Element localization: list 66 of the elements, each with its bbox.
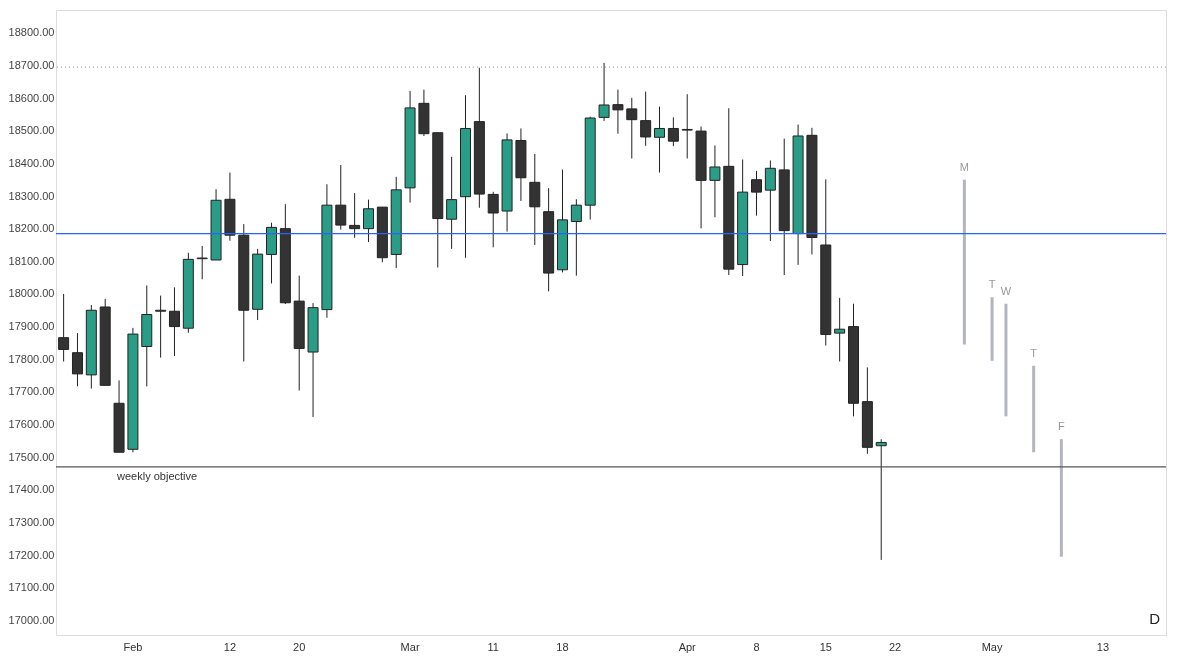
bar [1059, 439, 1063, 557]
x-tick-label: 15 [819, 640, 832, 653]
candlestick [155, 295, 167, 359]
x-tick-label: Mar [400, 640, 420, 653]
x-tick-label: 18 [556, 640, 569, 653]
data-label: F [1058, 420, 1066, 433]
candlestick [598, 62, 610, 122]
candlestick [487, 191, 499, 248]
y-tick-label: 18300.00 [8, 189, 55, 202]
candlestick [654, 106, 665, 174]
data-label: T [1030, 346, 1038, 359]
candlestick [875, 438, 887, 561]
ref-line-label: weekly objective [116, 469, 198, 482]
x-tick-label: May [981, 640, 1003, 653]
candlestick [626, 97, 638, 159]
x-tick-label: 8 [753, 640, 760, 653]
y-tick-label: 18100.00 [8, 254, 55, 267]
candlestick [751, 170, 763, 217]
candlestick [667, 116, 679, 147]
y-tick-label: 18200.00 [8, 222, 55, 235]
y-tick-label: 18500.00 [8, 124, 55, 137]
candlestick [196, 245, 208, 280]
candlestick [349, 192, 361, 239]
y-tick-label: 18700.00 [8, 58, 55, 71]
y-tick-label: 18000.00 [8, 287, 55, 300]
candlestick [446, 156, 458, 250]
y-tick-label: 17800.00 [8, 352, 55, 365]
x-tick-label: Apr [678, 640, 697, 653]
y-tick-label: 17900.00 [8, 320, 55, 333]
x-tick-label: 12 [223, 640, 237, 653]
x-tick-label: 13 [1096, 640, 1110, 653]
annotation: D [1149, 610, 1161, 627]
x-tick-label: 22 [888, 640, 902, 653]
x-tick-label: 20 [293, 640, 306, 653]
candlestick [834, 297, 846, 362]
x-tick-label: Feb [123, 640, 143, 653]
bar [962, 179, 966, 345]
y-tick-label: 17100.00 [8, 581, 55, 594]
candlestick [362, 199, 374, 243]
y-tick-label: 17700.00 [8, 385, 55, 398]
candlestick [640, 91, 652, 147]
candlestick [58, 293, 70, 362]
data-label: W [1000, 284, 1012, 297]
y-tick-label: 17600.00 [8, 417, 55, 430]
y-tick-label: 17500.00 [8, 450, 55, 463]
y-tick-label: 17300.00 [8, 515, 55, 528]
bar [1004, 303, 1008, 417]
data-label: T [988, 278, 996, 291]
candlestick [335, 164, 347, 231]
candlestick [71, 332, 83, 387]
bar [1032, 365, 1036, 453]
candlestick [168, 286, 180, 357]
y-tick-label: 18800.00 [8, 26, 55, 39]
y-tick-label: 17200.00 [8, 548, 55, 561]
data-label: M [959, 160, 969, 173]
candlestick [681, 93, 693, 159]
y-tick-label: 18600.00 [8, 91, 55, 104]
y-tick-label: 18400.00 [8, 156, 55, 169]
candlestick [612, 89, 624, 135]
y-tick-label: 17000.00 [8, 613, 55, 626]
candlestick [570, 198, 582, 277]
candlestick [709, 144, 721, 218]
y-tick-label: 17400.00 [8, 483, 55, 496]
candlestick [764, 159, 776, 242]
bar [990, 297, 994, 361]
x-tick-label: 11 [487, 640, 499, 653]
